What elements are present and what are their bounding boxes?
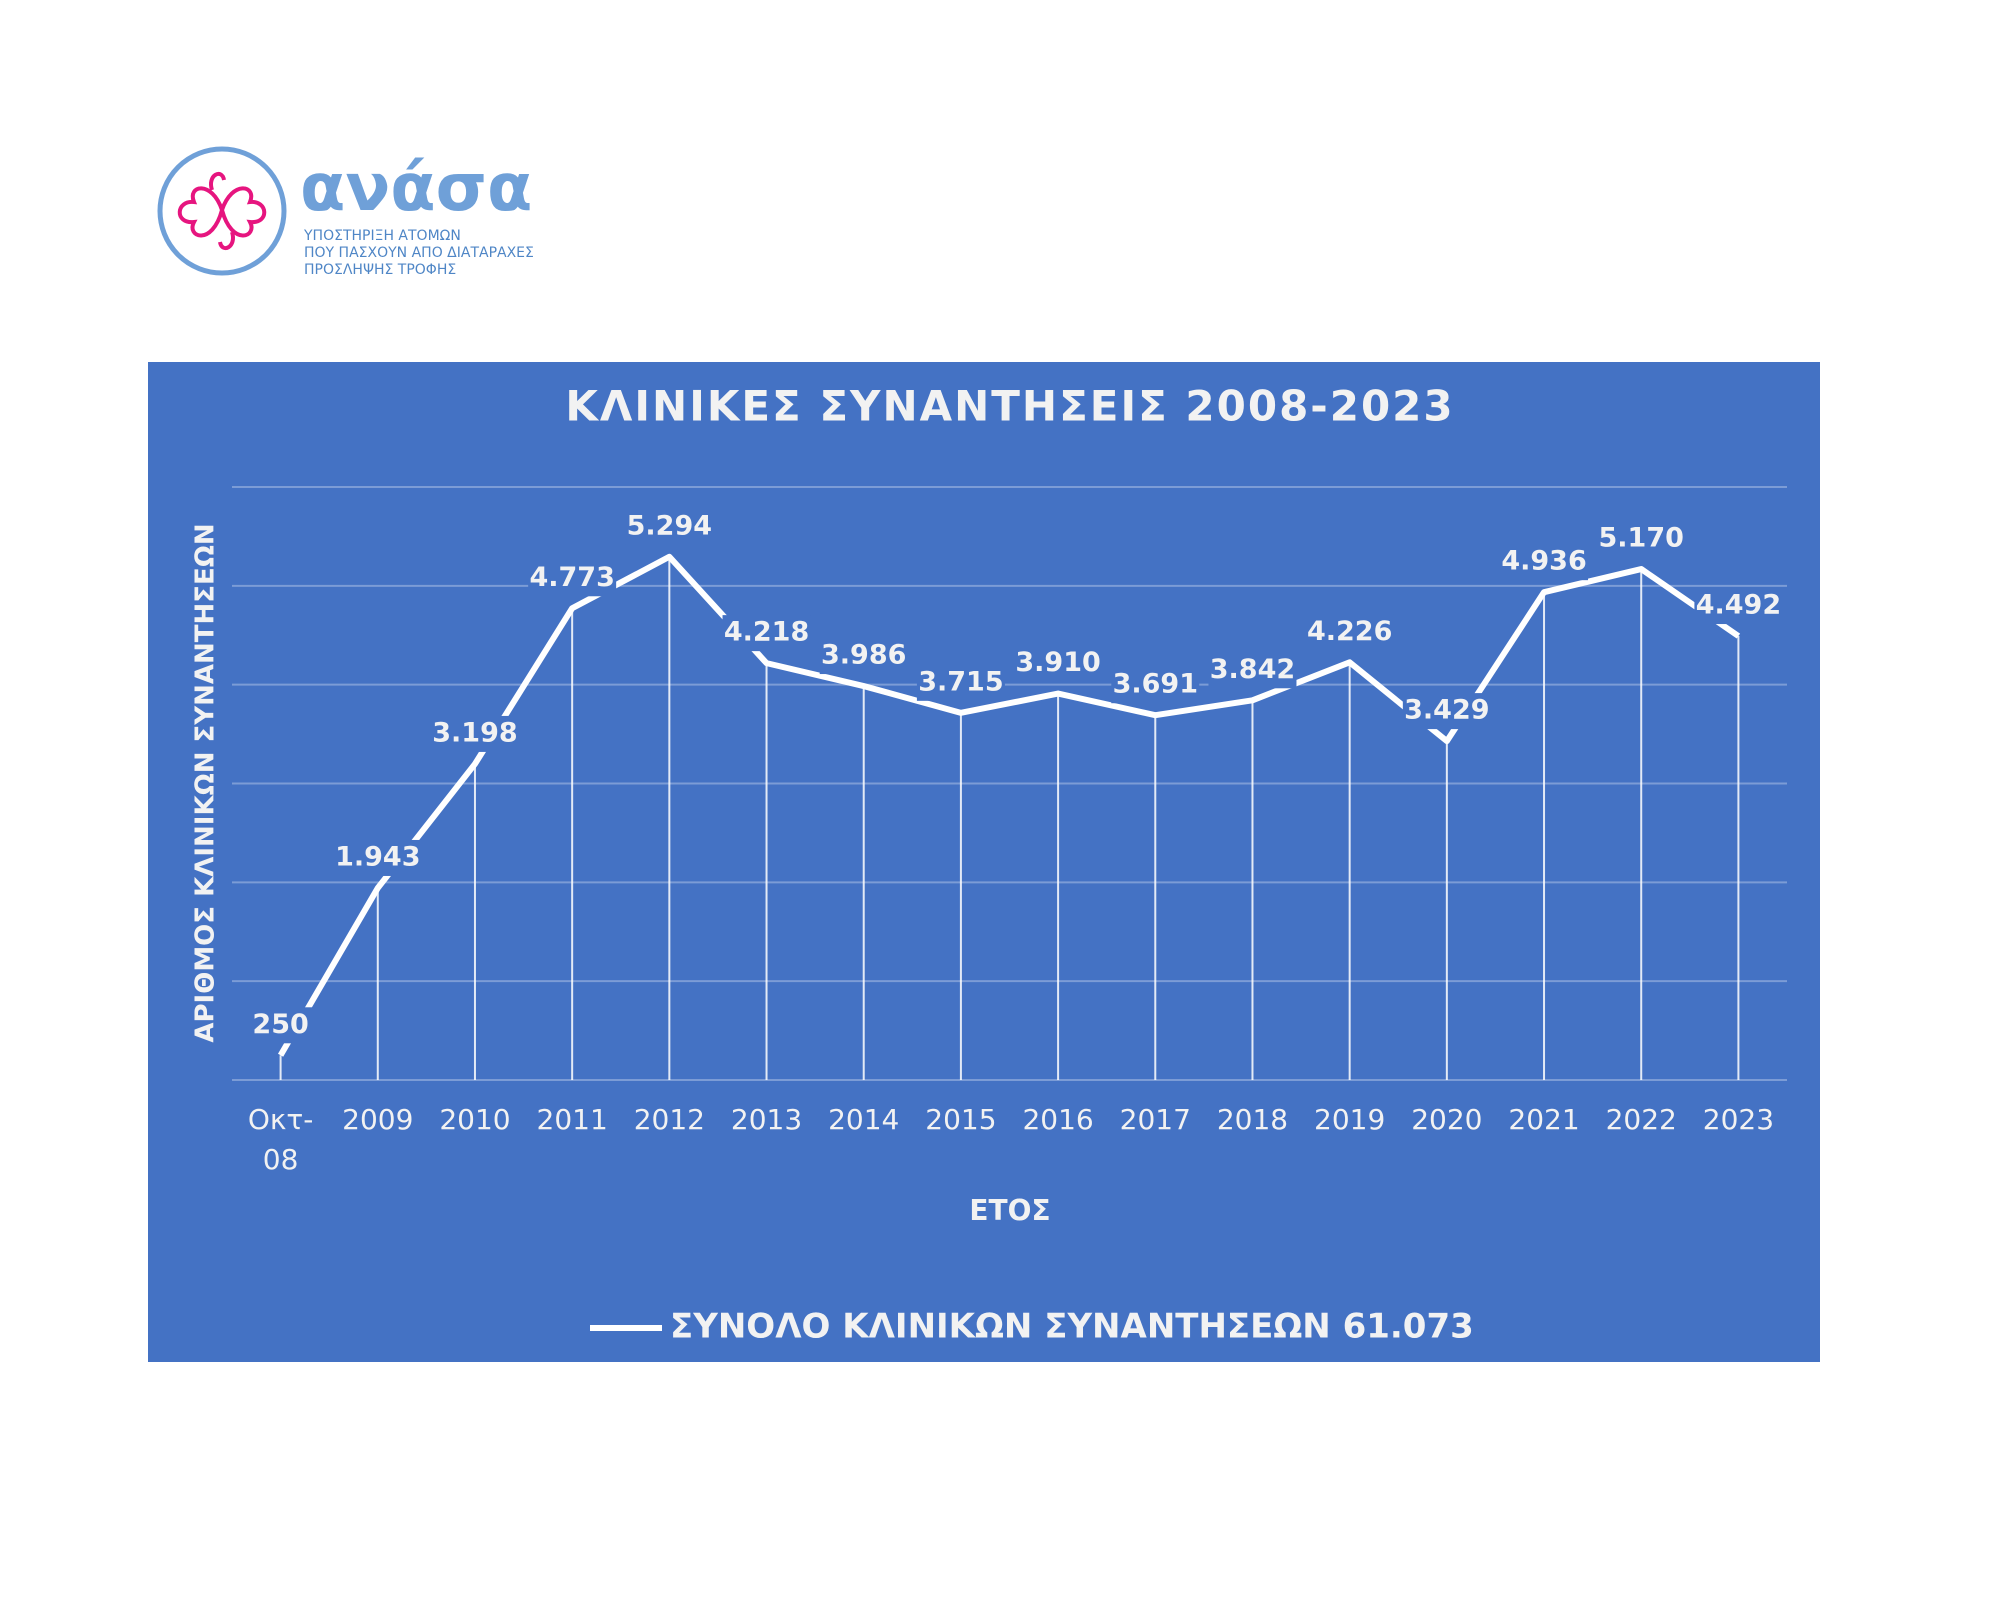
logo-line: ΥΠΟΣΤΗΡΙΞΗ ΑΤΟΜΩΝ	[303, 228, 461, 244]
data-label: 3.715	[918, 666, 1003, 697]
logo-name: ανάσα	[300, 149, 532, 226]
data-label: 4.226	[1307, 616, 1392, 647]
legend-label: ΣΥΝΟΛΟ ΚΛΙΝΙΚΩΝ ΣΥΝΑΝΤΗΣΕΩΝ 61.073	[670, 1307, 1474, 1347]
data-label: 5.294	[627, 510, 712, 541]
x-tick-label: 2017	[1120, 1103, 1191, 1136]
x-tick-label: 2018	[1217, 1103, 1288, 1136]
y-axis-title: ΑΡΙΘΜΟΣ ΚΛΙΝΙΚΩΝ ΣΥΝΑΝΤΗΣΕΩΝ	[191, 523, 221, 1042]
data-label: 5.170	[1599, 523, 1684, 554]
data-label: 3.429	[1404, 695, 1489, 726]
x-tick-label: 2010	[439, 1103, 510, 1136]
label-backdrop	[1500, 544, 1589, 581]
data-label: 250	[252, 1009, 308, 1040]
x-tick-label: 2009	[342, 1103, 413, 1136]
x-tick-label: 2019	[1314, 1103, 1385, 1136]
label-backdrop	[1111, 667, 1200, 704]
chart-background	[148, 362, 1820, 1362]
chart-title: ΚΛΙΝΙΚΕΣ ΣΥΝΑΝΤΗΣΕΙΣ 2008-2023	[565, 382, 1454, 431]
x-tick-label: Οκτ-08	[248, 1103, 314, 1176]
data-label: 3.198	[432, 717, 517, 748]
logo: ανάσα ΥΠΟΣΤΗΡΙΞΗ ΑΤΟΜΩΝ ΠΟΥ ΠΑΣΧΟΥΝ ΑΠΟ …	[157, 146, 534, 278]
logo-ring	[157, 146, 287, 276]
data-label: 3.842	[1210, 654, 1295, 685]
x-tick-label: 2021	[1508, 1103, 1579, 1136]
data-label: 4.492	[1696, 590, 1781, 621]
logo-line: ΠΡΟΣΛΗΨΗΣ ΤΡΟΦΗΣ	[304, 262, 456, 278]
data-label: 4.218	[724, 617, 809, 648]
label-backdrop	[1208, 652, 1297, 689]
x-tick-label: 2013	[731, 1103, 802, 1136]
label-backdrop	[722, 615, 811, 652]
label-backdrop	[819, 638, 908, 675]
data-label: 3.910	[1015, 647, 1100, 678]
label-backdrop	[1305, 614, 1394, 651]
label-backdrop	[916, 664, 1005, 701]
label-backdrop	[1402, 693, 1491, 730]
label-backdrop	[333, 839, 422, 876]
label-backdrop	[430, 715, 519, 752]
label-backdrop	[528, 560, 617, 597]
label-backdrop	[236, 1007, 325, 1044]
x-tick-label: 2015	[925, 1103, 996, 1136]
x-tick-label: 2022	[1606, 1103, 1677, 1136]
label-backdrop	[1014, 645, 1103, 682]
x-tick-label: 2016	[1022, 1103, 1093, 1136]
x-tick-label: 2023	[1703, 1103, 1774, 1136]
x-tick-label: 2020	[1411, 1103, 1482, 1136]
x-tick-label: 2012	[634, 1103, 705, 1136]
x-tick-label: 2014	[828, 1103, 899, 1136]
label-backdrop	[625, 508, 714, 545]
data-label: 3.691	[1113, 669, 1198, 700]
data-label: 1.943	[335, 841, 420, 872]
logo-icon	[177, 171, 267, 251]
data-label: 4.773	[529, 562, 614, 593]
label-backdrop	[1694, 588, 1783, 625]
logo-line: ΠΟΥ ΠΑΣΧΟΥΝ ΑΠΟ ΔΙΑΤΑΡΑΧΕΣ	[304, 245, 534, 261]
label-backdrop	[1597, 521, 1686, 558]
x-tick-label: 2011	[537, 1103, 608, 1136]
series-line	[277, 553, 1741, 1057]
data-label: 4.936	[1501, 546, 1586, 577]
x-axis-title: ΕΤΟΣ	[969, 1194, 1050, 1227]
data-label: 3.986	[821, 640, 906, 671]
